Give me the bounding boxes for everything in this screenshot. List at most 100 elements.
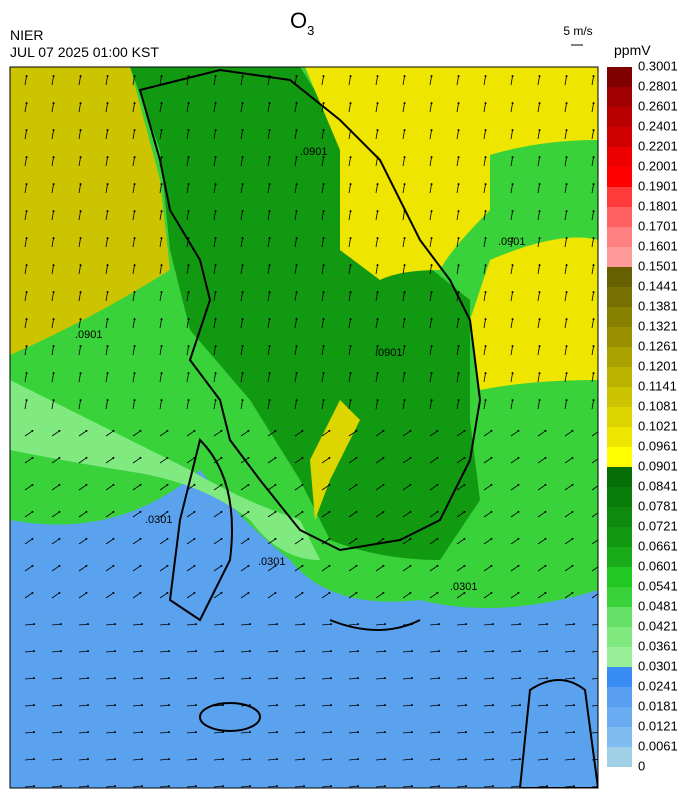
wind-arrow-head <box>538 156 541 159</box>
wind-arrow <box>78 76 81 86</box>
colorbar-tick-label: 0.0121 <box>638 718 678 733</box>
wind-arrow-head <box>25 345 28 348</box>
wind-arrow <box>186 130 189 140</box>
wind-arrow-head <box>430 237 433 240</box>
wind-arrow <box>483 677 493 680</box>
wind-arrow <box>510 484 519 491</box>
wind-arrow <box>564 184 567 194</box>
wind-arrow <box>429 211 432 221</box>
wind-arrow <box>24 565 33 572</box>
wind-arrow-head <box>79 183 82 186</box>
wind-arrow-head <box>430 291 433 294</box>
wind-arrow <box>564 319 567 329</box>
wind-arrow-head <box>600 650 602 652</box>
wind-arrow-head <box>403 264 406 267</box>
wind-arrow-head <box>457 345 460 348</box>
wind-arrow-head <box>295 237 298 240</box>
wind-arrow-head <box>112 429 115 432</box>
wind-arrow-head <box>544 537 547 540</box>
wind-arrow-head <box>571 429 574 432</box>
wind-arrow-head <box>221 785 224 788</box>
wind-arrow <box>294 677 304 680</box>
wind-arrow-head <box>220 456 223 459</box>
wind-arrow <box>213 457 222 464</box>
wind-arrow-head <box>463 591 466 594</box>
wind-arrow-head <box>329 677 332 680</box>
wind-arrow-head <box>58 537 61 540</box>
wind-arrow <box>402 592 411 599</box>
wind-arrow <box>24 400 27 410</box>
wind-arrow <box>564 130 567 140</box>
wind-arrow-head <box>538 210 541 213</box>
wind-arrow-head <box>221 731 224 734</box>
wind-arrow <box>429 731 439 734</box>
wind-arrow-head <box>538 318 541 321</box>
wind-arrow-head <box>187 102 190 105</box>
wind-arrow <box>159 650 169 653</box>
wind-arrow-head <box>79 129 82 132</box>
wind-arrow-head <box>572 677 575 680</box>
wind-arrow <box>105 103 108 113</box>
wind-arrow <box>159 373 162 383</box>
wind-arrow-head <box>194 677 197 680</box>
wind-arrow-head <box>436 429 439 432</box>
colorbar-bin <box>607 687 632 707</box>
wind-arrow <box>456 565 465 572</box>
colorbar-bin <box>607 387 632 407</box>
wind-arrow-head <box>410 677 413 680</box>
wind-arrow <box>456 758 466 761</box>
wind-arrow <box>24 538 33 545</box>
wind-arrow <box>240 565 249 572</box>
wind-arrow <box>402 76 405 86</box>
wind-arrow <box>483 592 492 599</box>
wind-arrow <box>321 211 324 221</box>
wind-arrow-head <box>301 591 304 594</box>
wind-arrow-head <box>133 237 136 240</box>
wind-arrow <box>78 731 88 734</box>
wind-arrow <box>51 373 54 383</box>
wind-arrow-head <box>274 510 277 513</box>
wind-arrow <box>564 511 573 518</box>
colorbar-tick-label: 0.0661 <box>638 538 678 553</box>
wind-arrow <box>591 650 598 653</box>
wind-arrow-head <box>322 210 325 213</box>
wind-arrow <box>564 103 567 113</box>
wind-arrow-head <box>58 456 61 459</box>
wind-arrow-head <box>491 704 494 707</box>
wind-arrow-head <box>106 264 109 267</box>
wind-arrow <box>132 650 142 653</box>
colorbar-bin <box>607 707 632 727</box>
colorbar-bin <box>607 727 632 747</box>
wind-arrow-head <box>160 264 163 267</box>
wind-arrow-head <box>52 183 55 186</box>
wind-arrow <box>105 292 108 302</box>
colorbar-bin <box>607 187 632 207</box>
wind-arrow-head <box>517 564 520 567</box>
wind-arrow-head <box>133 399 136 402</box>
wind-arrow <box>132 103 135 113</box>
wind-arrow <box>159 292 162 302</box>
wind-arrow <box>375 265 378 275</box>
wind-arrow <box>240 265 243 275</box>
title-subscript: 3 <box>307 23 314 38</box>
wind-arrow-head <box>376 210 379 213</box>
wind-arrow <box>429 758 439 761</box>
wind-arrow <box>348 400 351 410</box>
wind-arrow <box>537 157 540 167</box>
wind-arrow-head <box>113 758 116 761</box>
wind-arrow-head <box>32 704 35 707</box>
wind-arrow-head <box>518 677 521 680</box>
wind-arrow <box>213 292 216 302</box>
wind-arrow <box>402 731 412 734</box>
wind-arrow-head <box>538 372 541 375</box>
wind-arrow <box>348 157 351 167</box>
wind-arrow <box>213 592 222 599</box>
wind-arrow <box>294 184 297 194</box>
wind-arrow-head <box>32 677 35 680</box>
wind-arrow <box>51 265 54 275</box>
wind-arrow <box>375 677 385 680</box>
wind-arrow-head <box>247 564 250 567</box>
wind-arrow <box>213 565 222 572</box>
wind-arrow-head <box>436 591 439 594</box>
wind-arrow-head <box>518 731 521 734</box>
